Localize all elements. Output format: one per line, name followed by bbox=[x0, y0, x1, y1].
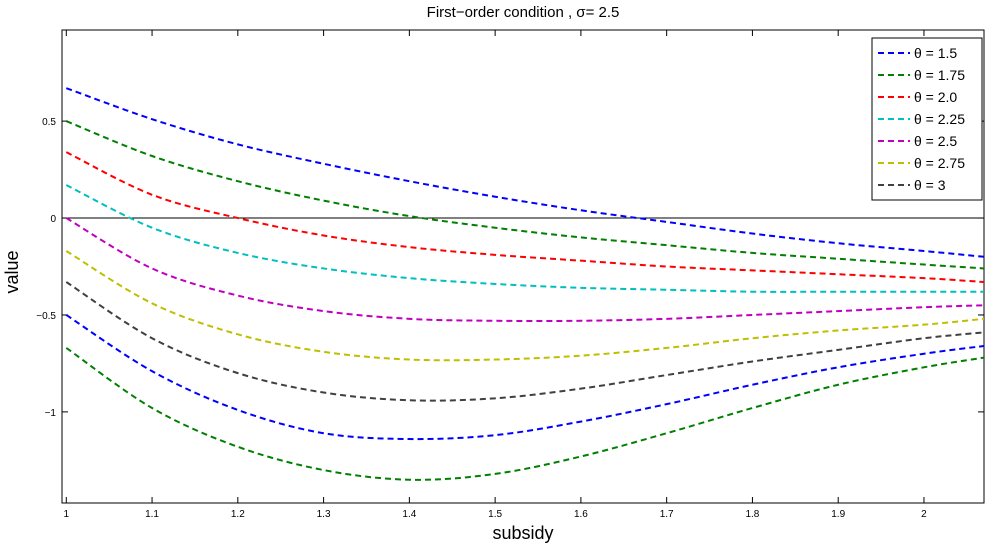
legend-entry: θ = 2.5 bbox=[914, 133, 957, 149]
x-tick-label: 1.4 bbox=[402, 509, 416, 520]
series-line-9 bbox=[65, 347, 984, 481]
x-tick-label: 2 bbox=[921, 509, 927, 520]
chart-title: First−order condition , σ= 2.5 bbox=[427, 4, 620, 21]
series-line-3 bbox=[65, 151, 984, 284]
series-lines bbox=[65, 87, 984, 481]
x-tick-label: 1.5 bbox=[488, 509, 502, 520]
x-tick-label: 1.7 bbox=[660, 509, 674, 520]
legend-entry: θ = 1.75 bbox=[914, 67, 965, 83]
series-line-7 bbox=[65, 281, 984, 402]
legend-box bbox=[871, 37, 983, 201]
series-line-4 bbox=[65, 184, 984, 293]
legend-entry: θ = 2.0 bbox=[914, 89, 957, 105]
plot-area: 1 1.1 1.2 1.3 1.4 1.5 1.6 1.7 1.8 1.9 2 0.5 0 −0.5 −1 bbox=[36, 29, 985, 520]
x-tick-label: 1 bbox=[64, 509, 70, 520]
legend-entry: θ = 1.5 bbox=[914, 45, 957, 61]
x-tick-label: 1.1 bbox=[145, 509, 159, 520]
y-tick-label: 0 bbox=[50, 214, 56, 225]
series-line-5 bbox=[65, 217, 984, 323]
series-line-6 bbox=[65, 250, 984, 362]
series-line-2 bbox=[65, 120, 984, 270]
legend-entry: θ = 2.25 bbox=[914, 111, 965, 127]
legend-entry: θ = 3 bbox=[914, 177, 946, 193]
y-tick-label: 0.5 bbox=[42, 117, 56, 128]
x-tick-label: 1.6 bbox=[574, 509, 588, 520]
legend: θ = 1.5 θ = 1.75 θ = 2.0 θ = 2.25 θ = 2.5 θ =… bbox=[871, 37, 983, 201]
x-tick-label: 1.2 bbox=[231, 509, 245, 520]
y-axis-label: value bbox=[2, 250, 22, 293]
x-tick-label: 1.8 bbox=[745, 509, 759, 520]
y-tick-label: −0.5 bbox=[36, 311, 56, 322]
x-tick-label: 1.9 bbox=[831, 509, 845, 520]
x-tick-label: 1.3 bbox=[317, 509, 331, 520]
y-tick-label: −1 bbox=[45, 408, 57, 419]
x-axis-label: subsidy bbox=[492, 523, 553, 543]
legend-entry: θ = 2.75 bbox=[914, 155, 965, 171]
series-line-8 bbox=[65, 314, 984, 441]
axes-box bbox=[61, 29, 985, 504]
